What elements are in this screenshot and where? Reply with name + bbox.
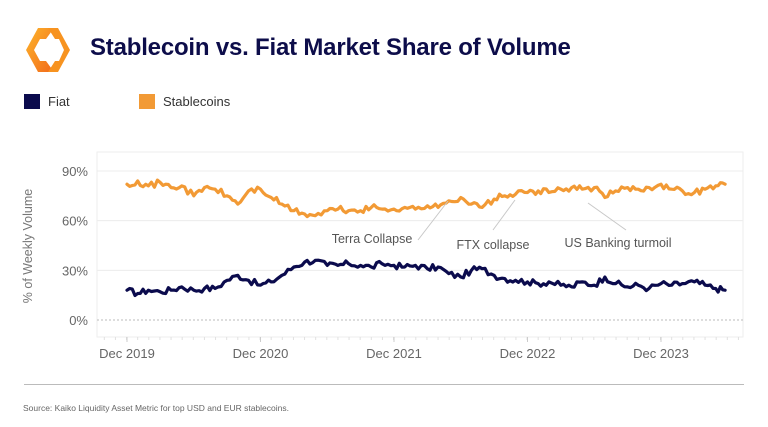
legend-label-fiat: Fiat — [48, 94, 70, 109]
y-tick-label: 90% — [62, 164, 88, 179]
x-tick-label: Dec 2019 — [99, 346, 155, 361]
annotation-leader-line — [587, 202, 627, 231]
annotation-leader-line — [492, 199, 516, 231]
y-tick-label: 0% — [69, 313, 88, 328]
x-tick-label: Dec 2020 — [233, 346, 289, 361]
y-tick-label: 30% — [62, 263, 88, 278]
legend-label-stablecoins: Stablecoins — [163, 94, 231, 109]
series-line-stablecoins — [125, 178, 727, 219]
annotation-label: FTX collapse — [457, 238, 530, 252]
annotation-label: US Banking turmoil — [565, 236, 672, 250]
y-tick-label: 60% — [62, 214, 88, 229]
x-tick-label: Dec 2023 — [633, 346, 689, 361]
source-note: Source: Kaiko Liquidity Asset Metric for… — [23, 403, 289, 413]
legend-item-fiat: Fiat — [24, 94, 70, 109]
page-title: Stablecoin vs. Fiat Market Share of Volu… — [90, 34, 571, 61]
x-tick-label: Dec 2021 — [366, 346, 422, 361]
legend-item-stablecoins: Stablecoins — [139, 94, 230, 109]
annotation-leader-line — [417, 200, 449, 241]
kaiko-logo-icon — [24, 26, 74, 74]
plot-area-border — [96, 151, 744, 338]
annotation-label: Terra Collapse — [332, 232, 413, 246]
footer-divider — [24, 384, 744, 385]
x-tick-label: Dec 2022 — [500, 346, 556, 361]
legend-swatch-fiat — [24, 94, 40, 109]
series-line-fiat — [125, 258, 727, 298]
legend-swatch-stablecoins — [139, 94, 155, 109]
